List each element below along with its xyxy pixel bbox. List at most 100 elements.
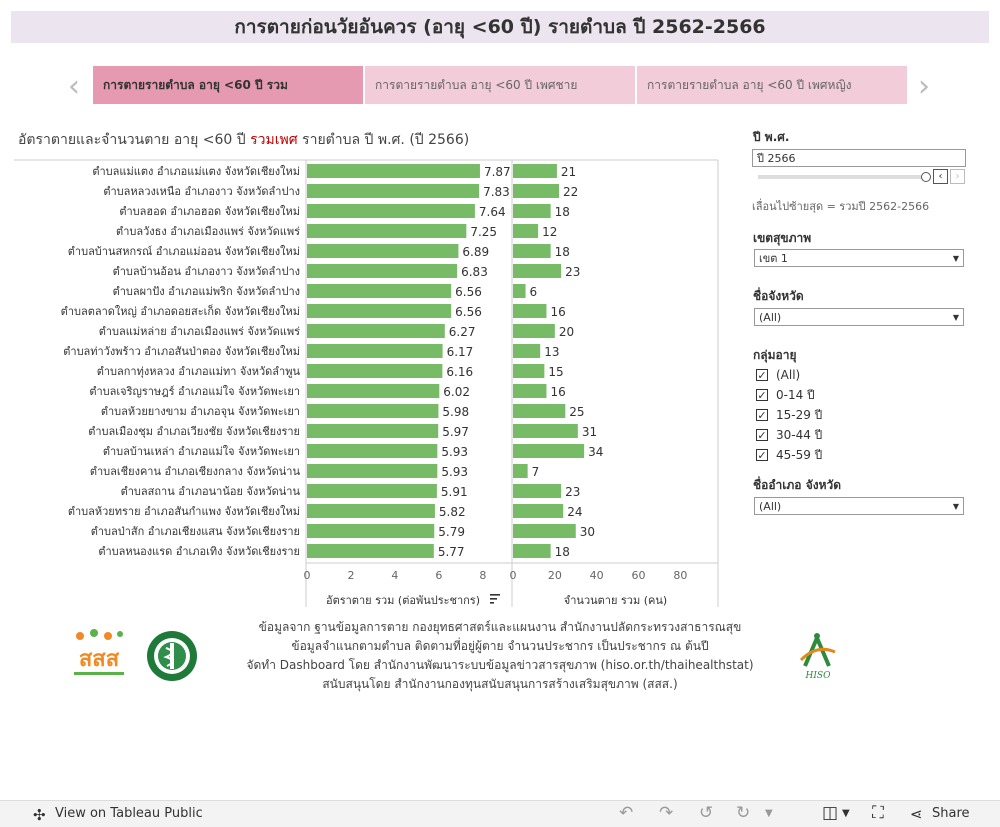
category-label: ตำบลผาปัง อำเภอแม่พริก จังหวัดลำปาง <box>113 285 300 298</box>
checkbox-checked-icon[interactable]: ✓ <box>756 429 768 442</box>
year-slider-handle[interactable] <box>921 172 931 182</box>
bar <box>307 304 452 318</box>
data-label: 7.25 <box>470 225 497 239</box>
hiso-logo-graphic: HISO <box>799 632 836 681</box>
chevron-down-icon[interactable]: ▼ <box>842 808 850 819</box>
data-label: 5.77 <box>438 545 465 559</box>
revert-icon[interactable]: ↺ <box>699 803 714 823</box>
share-button[interactable]: Share <box>932 806 970 821</box>
category-label: ตำบลเจริญราษฎร์ อำเภอแม่ใจ จังหวัดพะเยา <box>89 385 300 398</box>
undo-icon[interactable]: ↶ <box>619 803 634 823</box>
district-dropdown[interactable]: (All) ▼ <box>754 497 964 515</box>
year-slider-track[interactable] <box>758 175 926 179</box>
x-tick-label: 4 <box>391 569 398 582</box>
data-label: 6.83 <box>461 265 488 279</box>
data-label: 16 <box>550 305 565 319</box>
bar <box>307 324 445 338</box>
category-label: ตำบลบ้านอ้อน อำเภองาว จังหวัดลำปาง <box>113 265 300 278</box>
category-label: ตำบลห้วยทราย อำเภอสันกำแพง จังหวัดเชียงใ… <box>68 505 300 518</box>
bar <box>513 184 560 198</box>
chart-title-accent: รวมเพศ <box>250 132 298 148</box>
tableau-logo-icon[interactable]: ✣ <box>33 806 46 824</box>
data-label: 5.82 <box>439 505 466 519</box>
age-filter-label: กลุ่มอายุ <box>753 348 797 362</box>
bar <box>307 444 438 458</box>
category-label: ตำบลบ้านสหกรณ์ อำเภอแม่ออน จังหวัดเชียงใ… <box>68 245 300 258</box>
bar <box>513 404 566 418</box>
chevron-down-icon[interactable]: ▼ <box>765 808 773 819</box>
data-label: 6.89 <box>462 245 489 259</box>
data-label: 6.02 <box>443 385 470 399</box>
age-option[interactable]: ✓ 15-29 ปี <box>756 406 822 424</box>
refresh-icon[interactable]: ↻ <box>736 803 751 823</box>
data-label: 5.93 <box>441 465 468 479</box>
view-on-tableau-link[interactable]: View on Tableau Public <box>55 806 203 821</box>
moph-logo <box>146 630 198 682</box>
age-option-label: 30-44 ปี <box>776 427 823 442</box>
share-icon[interactable]: ⋖ <box>910 805 923 823</box>
bar <box>513 164 557 178</box>
sort-icon <box>490 602 494 604</box>
data-label: 5.79 <box>438 525 465 539</box>
data-label: 7 <box>532 465 540 479</box>
tab-female[interactable]: การตายรายตำบล อายุ <60 ปี เพศหญิง <box>637 66 907 104</box>
data-label: 7.87 <box>484 165 511 179</box>
x-tick-label: 6 <box>435 569 442 582</box>
province-dropdown[interactable]: (All) ▼ <box>754 308 964 326</box>
age-option[interactable]: ✓ 0-14 ปี <box>756 386 815 404</box>
age-option[interactable]: ✓ 30-44 ปี <box>756 426 822 444</box>
bar <box>307 164 480 178</box>
next-story-arrow[interactable]: › <box>918 68 930 104</box>
x-tick-label: 60 <box>632 569 646 582</box>
tab-male[interactable]: การตายรายตำบล อายุ <60 ปี เพศชาย <box>365 66 635 104</box>
x-axis-title: จำนวนตาย รวม (คน) <box>564 594 667 607</box>
download-icon[interactable]: ◫ <box>822 803 839 823</box>
age-option-label: 15-29 ปี <box>776 407 823 422</box>
category-label: ตำบลเชียงคาน อำเภอเชียงกลาง จังหวัดน่าน <box>90 465 301 478</box>
year-value-box[interactable]: ปี 2566 <box>752 149 966 167</box>
x-tick-label: 0 <box>304 569 311 582</box>
province-dropdown-value: (All) <box>759 310 782 324</box>
footer-line: จัดทำ Dashboard โดย สำนักงานพัฒนาระบบข้อ… <box>246 658 754 672</box>
footer-line: สนับสนุนโดย สำนักงานกองทุนสนับสนุนการสร้… <box>322 677 678 691</box>
checkbox-checked-icon[interactable]: ✓ <box>756 449 768 462</box>
fullscreen-icon[interactable]: ⛶ <box>872 803 884 823</box>
x-tick-label: 40 <box>590 569 604 582</box>
bar <box>307 504 435 518</box>
data-label: 6.56 <box>455 285 482 299</box>
bar <box>307 384 440 398</box>
tab-total[interactable]: การตายรายตำบล อายุ <60 ปี รวม <box>93 66 363 104</box>
year-step-forward-icon[interactable]: › <box>950 169 965 184</box>
bar <box>307 184 480 198</box>
data-label: 24 <box>567 505 582 519</box>
sss-logo-text: สสส <box>79 647 120 672</box>
bar <box>513 384 547 398</box>
category-label: ตำบลหลวงเหนือ อำเภองาว จังหวัดลำปาง <box>103 185 300 198</box>
category-label: ตำบลฮอด อำเภอฮอด จังหวัดเชียงใหม่ <box>119 205 300 218</box>
region-dropdown[interactable]: เขต 1 ▼ <box>754 249 964 267</box>
bar <box>513 204 551 218</box>
data-label: 6.16 <box>446 365 473 379</box>
bar <box>307 484 437 498</box>
redo-icon[interactable]: ↷ <box>659 803 674 823</box>
data-label: 6.17 <box>447 345 474 359</box>
bar <box>513 364 545 378</box>
year-step-back-icon[interactable]: ‹ <box>933 169 948 184</box>
checkbox-checked-icon[interactable]: ✓ <box>756 389 768 402</box>
checkbox-checked-icon[interactable]: ✓ <box>756 409 768 422</box>
bar <box>513 524 576 538</box>
age-option[interactable]: ✓ 45-59 ปี <box>756 446 822 464</box>
bar <box>307 404 439 418</box>
age-option[interactable]: ✓ (All) <box>756 366 800 384</box>
checkbox-checked-icon[interactable]: ✓ <box>756 369 768 382</box>
hiso-logo-text: HISO <box>805 671 832 680</box>
hiso-logo: HISO <box>795 630 841 681</box>
province-filter-label: ชื่อจังหวัด <box>753 289 804 303</box>
prev-story-arrow[interactable]: ‹ <box>68 68 80 104</box>
data-label: 6 <box>530 285 538 299</box>
bar <box>513 344 541 358</box>
bar <box>307 204 475 218</box>
page-title-text: การตายก่อนวัยอันควร (อายุ <60 ปี) รายตำบ… <box>234 16 766 38</box>
chevron-down-icon: ▼ <box>952 501 959 511</box>
moph-logo-graphic <box>147 631 197 681</box>
